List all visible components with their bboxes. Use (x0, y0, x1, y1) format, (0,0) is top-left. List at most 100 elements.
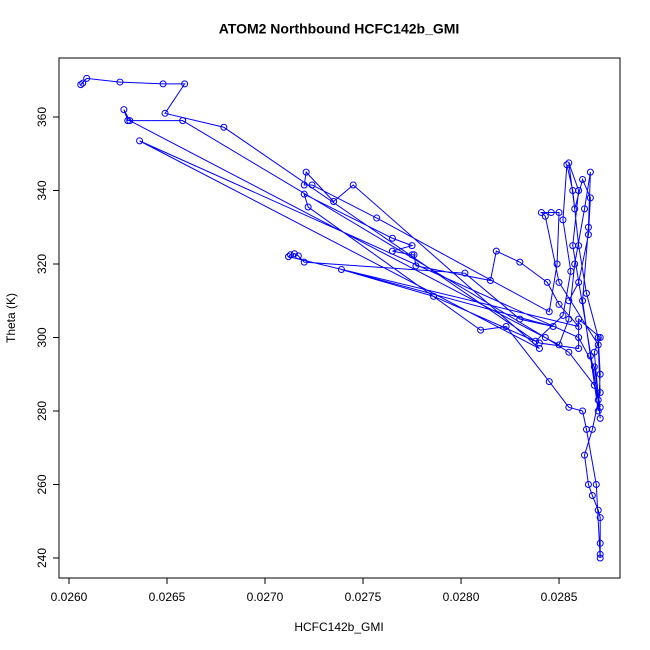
y-tick-label: 240 (35, 548, 49, 568)
point (179, 117, 187, 125)
point (543, 278, 551, 286)
point (584, 223, 592, 231)
chart-title: ATOM2 Northbound HCFC142b_GMI (219, 21, 460, 37)
point (575, 345, 583, 353)
point (477, 326, 485, 334)
point (565, 297, 573, 305)
point (575, 322, 583, 330)
point (581, 205, 589, 213)
point (581, 451, 589, 459)
point (575, 315, 583, 323)
point (571, 205, 579, 213)
point (77, 81, 85, 89)
point (532, 337, 540, 345)
point (555, 341, 563, 349)
point (584, 231, 592, 239)
point (300, 190, 308, 198)
point (285, 253, 293, 261)
x-tick-label: 0.0285 (541, 590, 578, 604)
point (159, 80, 167, 88)
point (555, 209, 563, 217)
point (579, 175, 587, 183)
point (594, 506, 602, 514)
point (181, 80, 189, 88)
x-tick-label: 0.0270 (247, 590, 284, 604)
point (582, 289, 590, 297)
point (594, 341, 602, 349)
point (408, 242, 416, 250)
y-tick-label: 320 (35, 254, 49, 274)
point (596, 550, 604, 558)
point (300, 258, 308, 266)
point (349, 181, 357, 189)
point (594, 396, 602, 404)
point (300, 181, 308, 189)
point (290, 250, 298, 258)
x-tick-label: 0.0280 (443, 590, 480, 604)
point (592, 481, 600, 489)
point (79, 79, 87, 87)
point (83, 74, 91, 82)
point (388, 247, 396, 255)
point (541, 212, 549, 220)
point (565, 315, 573, 323)
point (408, 251, 416, 259)
plot-frame (58, 57, 621, 579)
point (516, 315, 524, 323)
point (547, 209, 555, 217)
y-axis-label: Theta (K) (4, 293, 18, 343)
point (502, 322, 510, 330)
point (545, 308, 553, 316)
y-tick-label: 340 (35, 180, 49, 200)
point (220, 123, 228, 131)
point (302, 168, 310, 176)
point (575, 333, 583, 341)
point (549, 322, 557, 330)
point (559, 216, 567, 224)
point (596, 414, 604, 422)
point (410, 251, 418, 259)
point (286, 251, 294, 259)
point (553, 260, 561, 268)
point (120, 106, 128, 114)
point (584, 481, 592, 489)
point (590, 363, 598, 371)
point (124, 117, 132, 125)
point (492, 247, 500, 255)
point (596, 403, 604, 411)
point (559, 311, 567, 319)
point (563, 161, 571, 169)
point (575, 186, 583, 194)
point (567, 267, 575, 275)
x-tick-label: 0.0260 (51, 590, 88, 604)
point (337, 266, 345, 274)
point (590, 348, 598, 356)
point (571, 260, 579, 268)
point (594, 333, 602, 341)
point (565, 348, 573, 356)
point (430, 292, 438, 300)
point (308, 181, 316, 189)
point (579, 297, 587, 305)
y-tick-label: 280 (35, 401, 49, 421)
point (579, 407, 587, 415)
point (596, 389, 604, 397)
point (575, 278, 583, 286)
point (596, 333, 604, 341)
point (545, 378, 553, 386)
point (388, 234, 396, 242)
point (126, 117, 134, 125)
point (294, 252, 302, 260)
point (596, 370, 604, 378)
point (516, 258, 524, 266)
point (161, 109, 169, 117)
x-tick-label: 0.0275 (345, 590, 382, 604)
point (330, 198, 338, 206)
x-tick-label: 0.0265 (149, 590, 186, 604)
point (555, 278, 563, 286)
point (461, 269, 469, 277)
point (588, 492, 596, 500)
point (586, 352, 594, 360)
y-tick-label: 360 (35, 107, 49, 127)
